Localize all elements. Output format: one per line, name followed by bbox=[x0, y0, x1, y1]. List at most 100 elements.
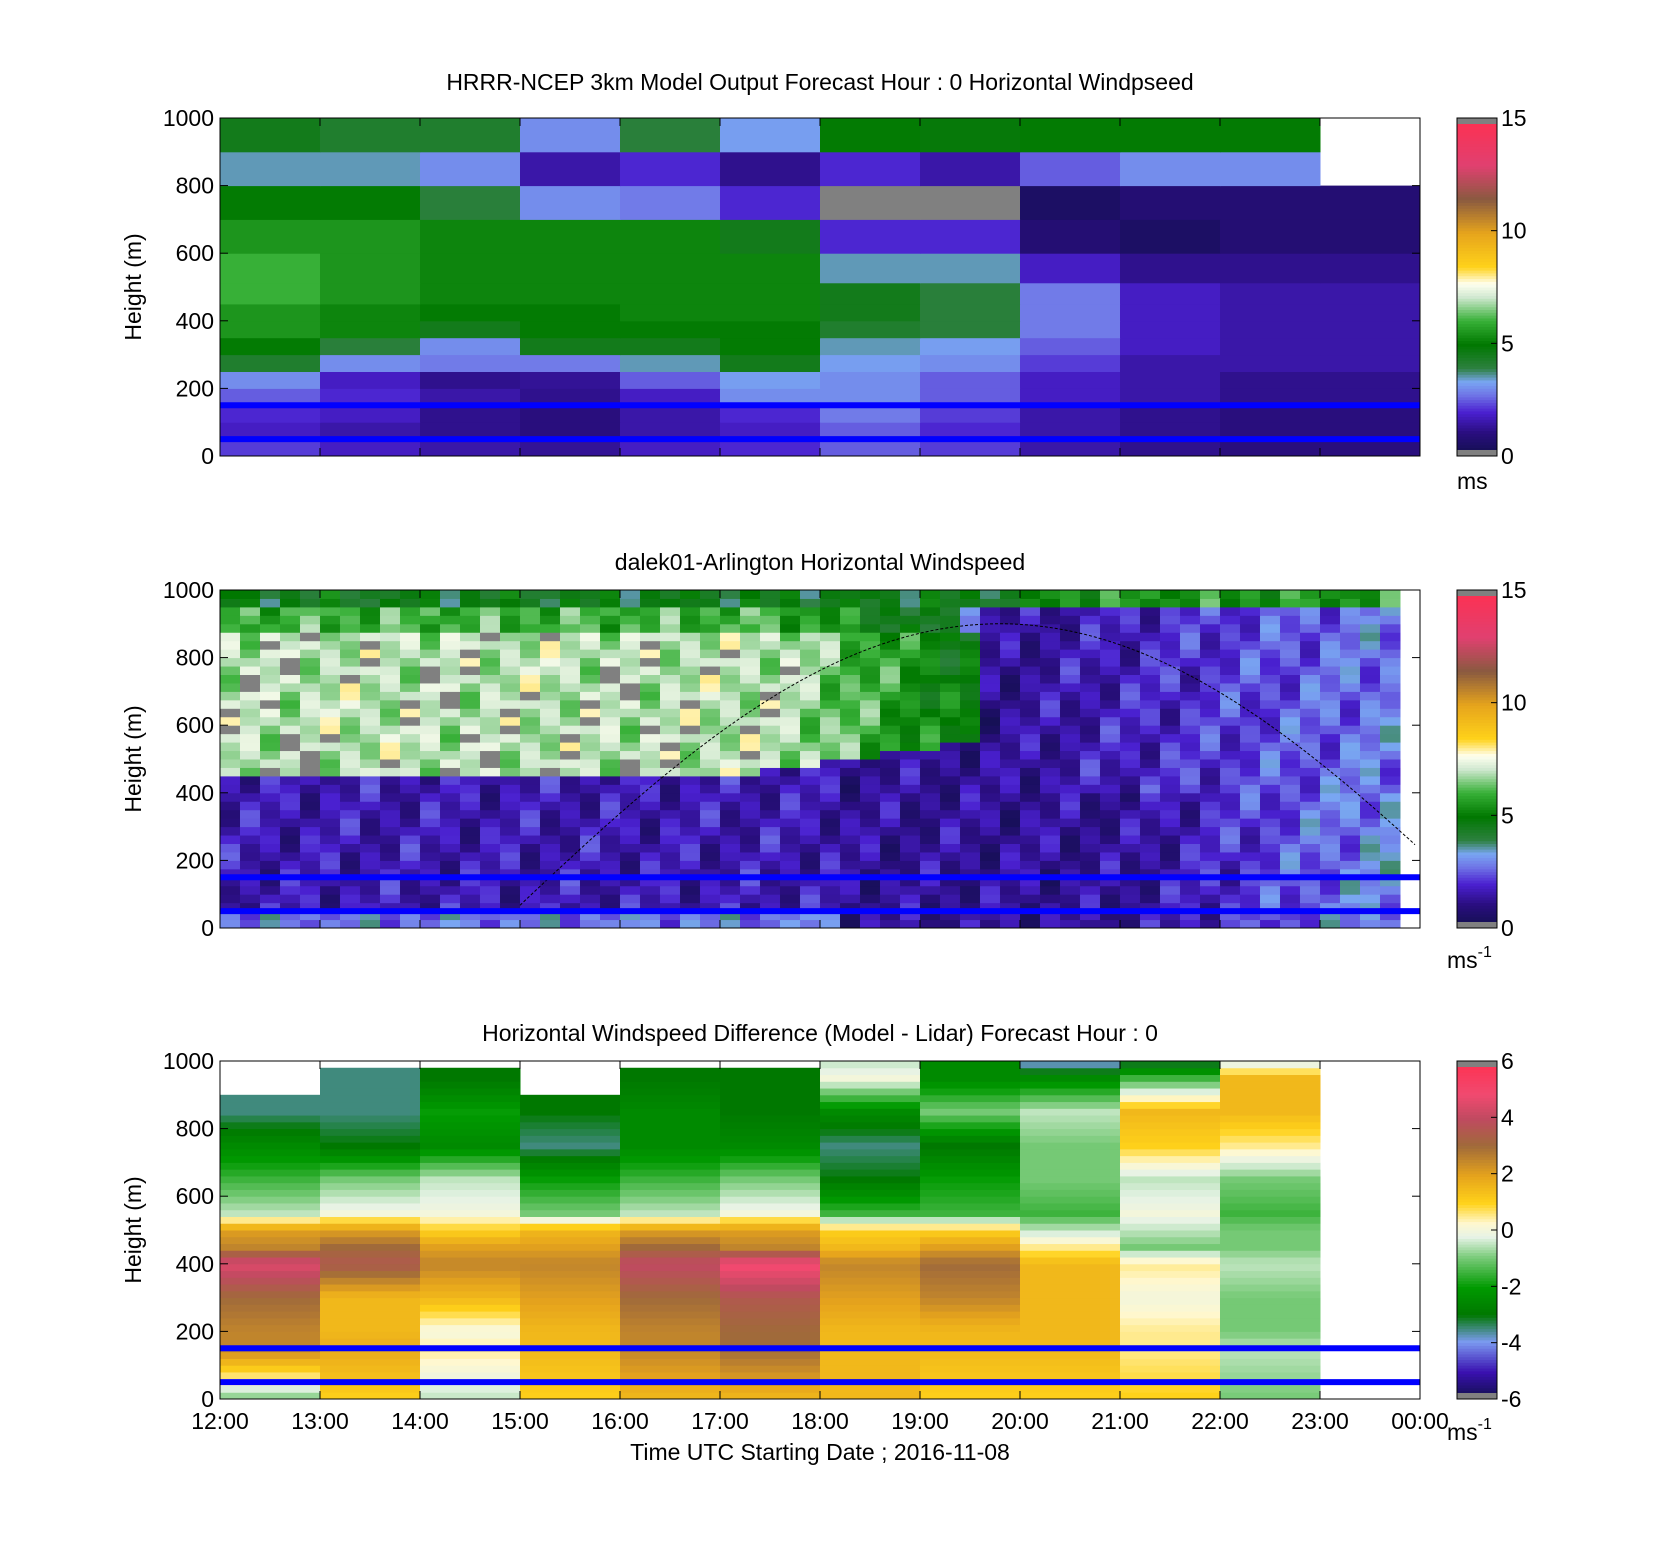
heatmap-cell bbox=[620, 590, 641, 599]
heatmap-cell bbox=[820, 632, 841, 642]
heatmap-cell bbox=[1040, 792, 1061, 802]
heatmap-cell bbox=[500, 902, 521, 912]
heatmap-cell bbox=[620, 1121, 721, 1130]
heatmap-cell bbox=[900, 606, 921, 616]
heatmap-cell bbox=[1360, 775, 1381, 785]
heatmap-cell bbox=[960, 699, 981, 709]
heatmap-cell bbox=[880, 792, 901, 802]
heatmap-cell bbox=[1200, 725, 1221, 735]
heatmap-cell bbox=[220, 708, 241, 718]
heatmap-cell bbox=[320, 1311, 421, 1319]
heatmap-cell bbox=[620, 716, 641, 726]
heatmap-cell bbox=[1020, 1128, 1121, 1136]
heatmap-cell bbox=[520, 1371, 621, 1380]
heatmap-cell bbox=[520, 1236, 621, 1245]
heatmap-cell bbox=[280, 894, 301, 904]
heatmap-cell bbox=[700, 885, 721, 895]
heatmap-cell bbox=[1180, 835, 1201, 844]
heatmap-cell bbox=[420, 691, 441, 701]
heatmap-cell bbox=[640, 742, 661, 752]
heatmap-cell bbox=[880, 742, 901, 752]
heatmap-cell bbox=[1240, 835, 1261, 844]
heatmap-cell bbox=[680, 632, 701, 642]
heatmap-cell bbox=[320, 1243, 421, 1251]
heatmap-cell bbox=[1380, 784, 1401, 794]
heatmap-cell bbox=[460, 784, 481, 794]
colorbar-swatch bbox=[1457, 382, 1497, 387]
heatmap-cell bbox=[540, 590, 561, 599]
heatmap-cell bbox=[820, 1081, 921, 1089]
heatmap-cell bbox=[220, 767, 241, 777]
heatmap-cell bbox=[1280, 851, 1301, 861]
heatmap-cell bbox=[720, 1169, 821, 1177]
heatmap-cell bbox=[240, 606, 261, 616]
colorbar-swatch bbox=[1457, 1303, 1497, 1307]
heatmap-cell bbox=[960, 632, 981, 642]
colorbar-swatch bbox=[1457, 812, 1497, 816]
heatmap-cell bbox=[580, 750, 601, 760]
colorbar-swatch bbox=[1457, 1322, 1497, 1327]
heatmap-cell bbox=[280, 759, 301, 768]
heatmap-cell bbox=[1240, 623, 1261, 633]
heatmap-cell bbox=[360, 759, 381, 768]
heatmap-cell bbox=[1300, 809, 1321, 819]
colorbar-swatch bbox=[1457, 261, 1497, 265]
heatmap-cell bbox=[1380, 801, 1401, 811]
heatmap-cell bbox=[1300, 708, 1321, 718]
heatmap-cell bbox=[620, 649, 641, 659]
heatmap-cell bbox=[720, 818, 741, 828]
heatmap-cell bbox=[560, 767, 581, 777]
heatmap-cell bbox=[640, 657, 661, 667]
colorbar-swatch bbox=[1457, 1390, 1497, 1394]
heatmap-cell bbox=[700, 759, 721, 768]
heatmap-cell bbox=[820, 792, 841, 802]
heatmap-cell bbox=[1020, 809, 1041, 819]
heatmap-cell bbox=[220, 303, 321, 322]
heatmap-cell bbox=[460, 826, 481, 836]
heatmap-cell bbox=[1060, 725, 1081, 735]
heatmap-cell bbox=[240, 615, 261, 625]
heatmap-cell bbox=[420, 1074, 521, 1082]
heatmap-cell bbox=[1020, 1108, 1121, 1116]
heatmap-cell bbox=[1380, 598, 1401, 608]
heatmap-cell bbox=[940, 767, 961, 777]
heatmap-cell bbox=[860, 767, 881, 777]
heatmap-cell bbox=[960, 851, 981, 861]
heatmap-cell bbox=[1060, 792, 1081, 802]
heatmap-cell bbox=[540, 691, 561, 701]
heatmap-cell bbox=[540, 877, 561, 887]
heatmap-cell bbox=[420, 1128, 521, 1136]
heatmap-cell bbox=[380, 716, 401, 726]
heatmap-cell bbox=[440, 640, 461, 650]
heatmap-cell bbox=[1280, 877, 1301, 887]
heatmap-cell bbox=[420, 877, 441, 887]
heatmap-cell bbox=[680, 902, 701, 912]
colorbar-swatch bbox=[1457, 792, 1497, 797]
heatmap-cell bbox=[600, 902, 621, 912]
heatmap-cell bbox=[820, 185, 921, 220]
heatmap-cell bbox=[420, 1142, 521, 1150]
heatmap-cell bbox=[820, 1331, 921, 1339]
heatmap-cell bbox=[820, 1196, 921, 1204]
heatmap-cell bbox=[480, 666, 501, 675]
heatmap-cell bbox=[920, 1196, 1021, 1204]
heatmap-cell bbox=[380, 632, 401, 642]
heatmap-cell bbox=[1320, 674, 1341, 684]
heatmap-cell bbox=[420, 1067, 521, 1076]
heatmap-cell bbox=[1100, 682, 1121, 692]
heatmap-cell bbox=[920, 784, 941, 794]
heatmap-cell bbox=[780, 894, 801, 904]
heatmap-cell bbox=[1020, 1351, 1121, 1359]
heatmap-cell bbox=[240, 868, 261, 878]
heatmap-cell bbox=[380, 590, 401, 599]
colorbar-swatch bbox=[1457, 682, 1497, 687]
heatmap-cell bbox=[260, 623, 281, 633]
colorbar-swatch bbox=[1457, 129, 1497, 133]
heatmap-cell bbox=[560, 674, 581, 684]
heatmap-cell bbox=[720, 337, 821, 356]
heatmap-cell bbox=[480, 640, 501, 650]
heatmap-cell bbox=[820, 775, 841, 785]
heatmap-cell bbox=[820, 439, 921, 457]
heatmap-cell bbox=[220, 598, 241, 608]
heatmap-cell bbox=[1360, 682, 1381, 692]
